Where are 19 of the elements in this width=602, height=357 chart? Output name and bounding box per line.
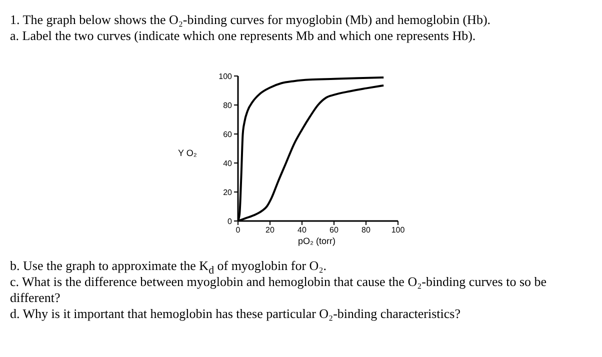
y-tick-label: 80: [223, 100, 233, 110]
y-tick-label: 0: [228, 216, 233, 226]
y-tick-label: 40: [223, 158, 233, 168]
x-tick-label: 60: [330, 226, 339, 235]
x-tick-label: 40: [298, 226, 307, 235]
x-tick-label: 80: [362, 226, 371, 235]
text: b. Use the graph to approximate the K$_{d}$ of myoglobin for O₂.: [10, 258, 326, 277]
y-tick-label: 100: [218, 72, 233, 81]
y-tick-label: 20: [223, 188, 233, 197]
chart-title: 1. The graph below shows the O₂-binding curves for myoglobin (Mb) and hemoglobin (Hb).: [10, 12, 491, 28]
text: c. What is the difference between myoglobin and hemoglobin that cause the O₂-binding curves to so be different?: [10, 274, 548, 306]
y-axis-title: Y O₂: [178, 148, 197, 158]
x-axis-title: pO₂ (torr): [298, 236, 336, 246]
chart-subtitle: a. Label the two curves (indicate which one represents Mb and which one represents Hb).: [10, 28, 476, 44]
x-tick-label: 0: [236, 226, 241, 235]
x-tick-label: 100: [391, 226, 406, 235]
text: d. Why is it important that hemoglobin has these particular O₂-binding characteristics?: [10, 306, 462, 322]
y-tick-label: 60: [223, 130, 233, 139]
x-tick-label: 20: [266, 226, 275, 235]
